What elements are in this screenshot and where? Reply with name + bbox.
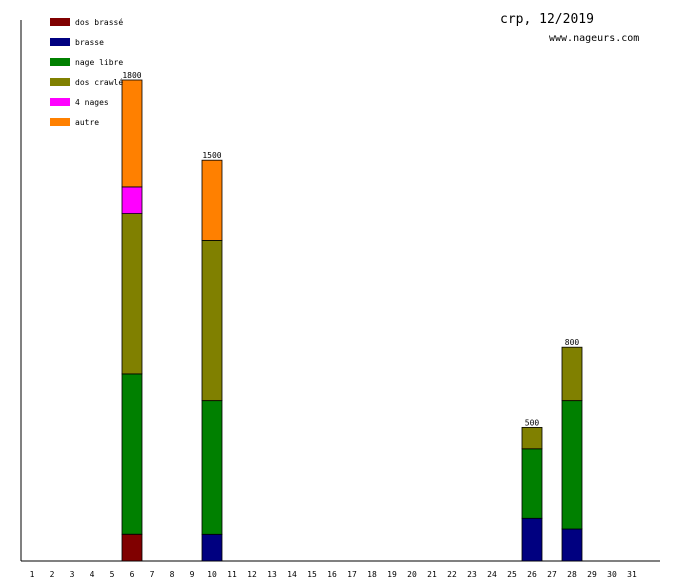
bar-total-label-day-28: 800 [565, 338, 580, 347]
x-tick-label: 19 [387, 570, 397, 579]
x-tick-label: 1 [30, 570, 35, 579]
bar-segment-day-10-series-2 [201, 400, 223, 535]
x-tick-label: 26 [527, 570, 537, 579]
x-tick-label: 29 [587, 570, 597, 579]
legend-swatch [50, 98, 70, 106]
chart-subtitle: www.nageurs.com [549, 33, 639, 44]
legend-label: brasse [75, 38, 104, 47]
x-tick-label: 7 [150, 570, 155, 579]
x-tick-label: 16 [327, 570, 337, 579]
bar-segment-day-10-series-5 [201, 159, 223, 241]
bar-totals-layer: 1800 1500 500 800 [122, 71, 579, 427]
x-tick-label: 14 [287, 570, 297, 579]
x-tick-label: 9 [190, 570, 195, 579]
x-tick-labels: 1 2 3 4 5 6 7 8 9 10 11 12 13 14 15 16 17 18 19 20 21 22 23 24 2… [30, 570, 637, 579]
bar-segment-day-6-series-2 [121, 373, 143, 535]
legend: dos brassé brasse nage libre dos crawlé 4 na… [50, 17, 123, 127]
bar-segment-day-6-series-4 [121, 186, 143, 214]
chart-title: crp, 12/2019 [500, 12, 594, 27]
bar-total-label-day-26: 500 [525, 418, 540, 427]
bars-layer [121, 79, 583, 562]
legend-label: 4 nages [75, 98, 109, 107]
bar-segment-day-10-series-1 [201, 533, 223, 562]
x-tick-label: 25 [507, 570, 517, 579]
x-tick-label: 13 [267, 570, 277, 579]
x-tick-label: 23 [467, 570, 477, 579]
bar-total-label-day-6: 1800 [122, 71, 141, 80]
x-tick-label: 3 [70, 570, 75, 579]
bar-segment-day-26-series-2 [521, 448, 543, 519]
bar-segment-day-6-series-0 [121, 533, 143, 562]
legend-label: dos crawlé [75, 77, 123, 87]
x-tick-label: 10 [207, 570, 217, 579]
bar-segment-day-6-series-3 [121, 213, 143, 375]
x-tick-label: 27 [547, 570, 557, 579]
x-tick-label: 12 [247, 570, 257, 579]
bar-segment-day-26-series-1 [521, 517, 543, 562]
bar-segment-day-28-series-2 [561, 400, 583, 530]
x-tick-label: 4 [90, 570, 95, 579]
x-tick-label: 28 [567, 570, 577, 579]
x-tick-label: 31 [627, 570, 637, 579]
x-tick-label: 15 [307, 570, 317, 579]
x-tick-label: 24 [487, 570, 497, 579]
x-tick-label: 2 [50, 570, 55, 579]
bar-segment-day-26-series-3 [521, 426, 543, 450]
x-tick-label: 18 [367, 570, 377, 579]
legend-swatch [50, 78, 70, 86]
bar-segment-day-10-series-3 [201, 239, 223, 402]
legend-label: autre [75, 118, 99, 127]
legend-swatch [50, 58, 70, 66]
legend-swatch [50, 18, 70, 26]
x-tick-label: 11 [227, 570, 237, 579]
x-tick-label: 8 [170, 570, 175, 579]
bar-total-label-day-10: 1500 [202, 151, 221, 160]
bar-segment-day-28-series-3 [561, 346, 583, 402]
legend-label: nage libre [75, 58, 123, 67]
x-tick-label: 6 [130, 570, 135, 579]
legend-swatch [50, 38, 70, 46]
x-tick-label: 20 [407, 570, 417, 579]
legend-label: dos brassé [75, 17, 123, 27]
legend-swatch [50, 118, 70, 126]
x-tick-label: 17 [347, 570, 357, 579]
x-tick-label: 30 [607, 570, 617, 579]
bar-segment-day-28-series-1 [561, 528, 583, 562]
x-tick-label: 21 [427, 570, 437, 579]
x-tick-label: 5 [110, 570, 115, 579]
x-tick-label: 22 [447, 570, 457, 579]
bar-segment-day-6-series-5 [121, 79, 143, 188]
